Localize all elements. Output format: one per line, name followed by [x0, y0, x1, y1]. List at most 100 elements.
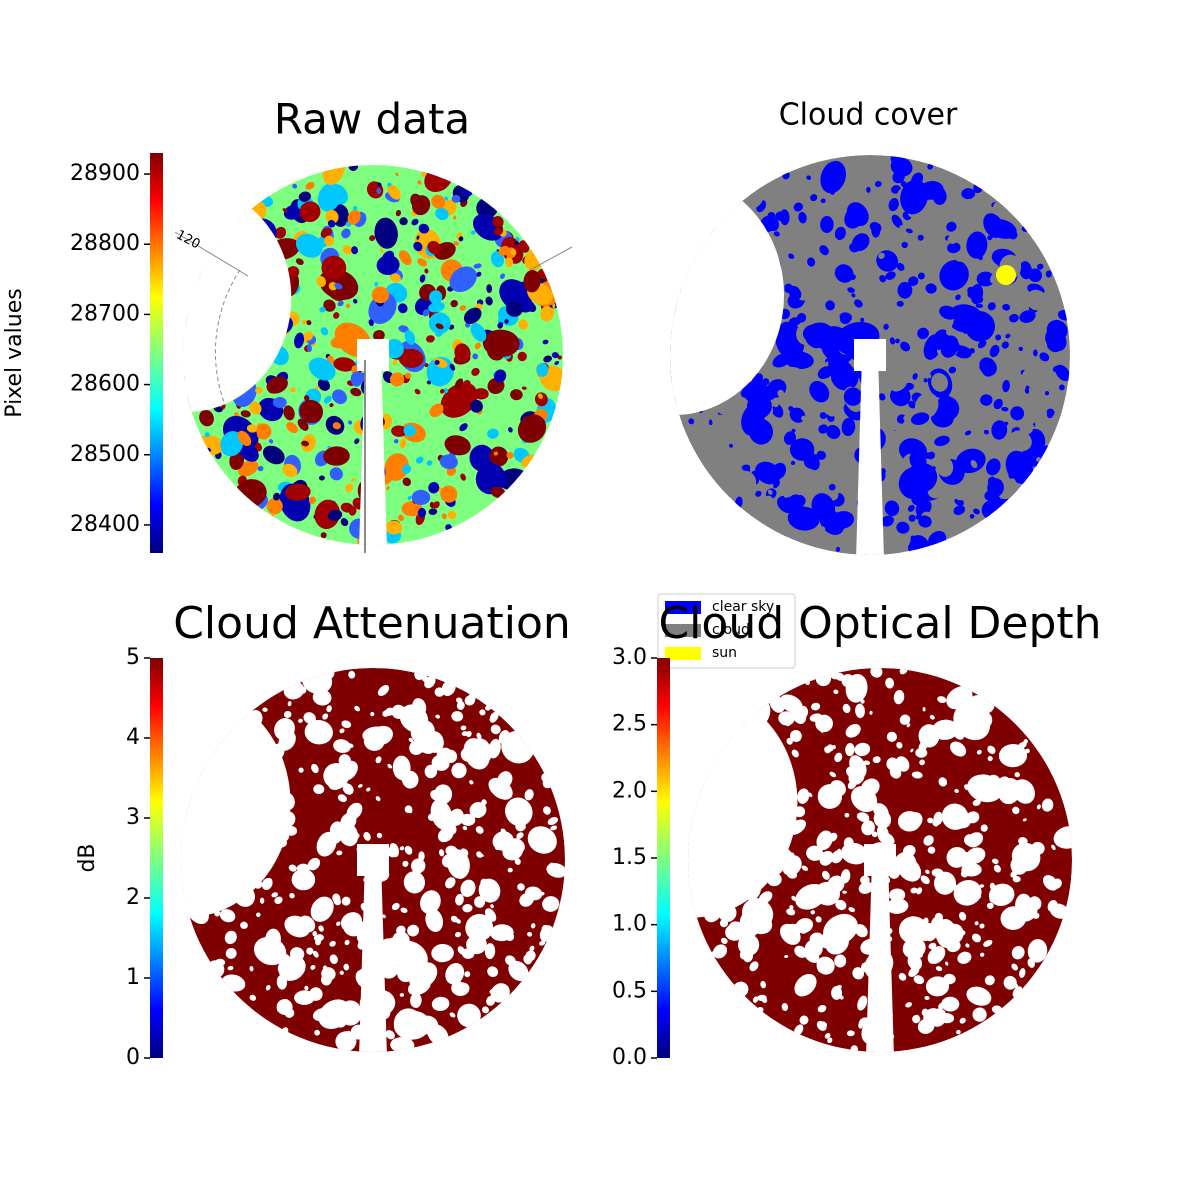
sky-blob [449, 1012, 456, 1018]
sky-blob [858, 881, 874, 894]
sky-blob [878, 393, 886, 401]
sky-blob [451, 963, 458, 971]
sky-blob [835, 899, 847, 911]
sky-blob [363, 831, 371, 841]
sky-blob [955, 448, 986, 474]
sky-blob [398, 250, 412, 266]
sky-blob [339, 970, 344, 975]
sky-blob [989, 895, 997, 903]
sky-blob [431, 996, 450, 1012]
sky-blob [954, 788, 959, 794]
sky-blob [399, 217, 408, 226]
sky-blob [518, 800, 528, 808]
sky-blob [925, 976, 950, 997]
sky-blob [938, 777, 948, 787]
sky-blob [350, 371, 363, 387]
sky-blob [484, 943, 496, 960]
sky-blob [831, 367, 846, 382]
sky-blob [933, 871, 957, 895]
sky-blob [403, 871, 426, 894]
sky-blob [542, 896, 560, 912]
sky-blob [481, 1006, 490, 1014]
sky-blob [271, 892, 279, 898]
sky-blob [552, 303, 556, 309]
sky-blob [800, 228, 817, 241]
sky-blob [953, 483, 969, 501]
sky-blob [490, 724, 501, 735]
sky-blob [788, 285, 802, 300]
sky-blob [426, 380, 431, 385]
sky-blob [407, 805, 413, 814]
sky-blob [833, 689, 839, 695]
sky-blob [432, 501, 440, 509]
sky-blob [931, 868, 944, 878]
sky-blob [935, 966, 943, 972]
sky-blob [896, 262, 905, 271]
sky-blob [960, 869, 969, 878]
sky-blob [870, 668, 883, 678]
colorbar-tick-label: 2.5 [612, 712, 647, 737]
sky-blob [834, 264, 854, 283]
sky-blob [340, 518, 349, 527]
sky-blob [439, 388, 445, 394]
sky-blob [274, 226, 287, 239]
sky-blob [743, 950, 754, 963]
sky-blob [950, 741, 967, 757]
sky-blob [948, 292, 954, 298]
sky-blob [433, 923, 439, 929]
sky-blob [316, 276, 326, 287]
sky-blob [465, 913, 494, 942]
sky-blob [872, 756, 881, 764]
sky-blob [841, 842, 868, 865]
sky-blob [918, 515, 932, 528]
sky-blob [761, 997, 768, 1003]
sky-blob [399, 993, 405, 997]
sky-blob [297, 418, 309, 431]
sky-blob [979, 884, 985, 888]
sky-blob [892, 170, 905, 184]
sky-blob [389, 372, 405, 387]
sky-blob [266, 498, 283, 515]
obstruction [856, 355, 884, 555]
sky-blob [1036, 457, 1041, 462]
sky-blob [328, 834, 334, 840]
sky-blob [460, 747, 474, 762]
sky-blob [797, 788, 810, 804]
sky-blob [541, 924, 551, 938]
sky-blob [224, 930, 237, 945]
sky-blob [989, 882, 996, 891]
sky-blob [972, 294, 984, 304]
sky-blob [972, 1007, 987, 1022]
sky-blob [523, 954, 533, 965]
sky-blob [298, 191, 311, 202]
sky-blob [476, 732, 482, 740]
sky-blob [204, 432, 210, 438]
sky-blob [422, 309, 430, 317]
sky-blob [843, 387, 863, 406]
sky-blob [444, 196, 449, 201]
sky-blob [987, 745, 996, 754]
sky-blob [401, 501, 423, 517]
sky-blob [519, 892, 534, 907]
sky-blob [322, 713, 329, 720]
sky-blob [385, 520, 403, 535]
sky-image [688, 668, 1072, 1052]
sky-blob [1002, 327, 1009, 334]
sky-blob [834, 226, 846, 240]
sky-blob [515, 236, 520, 242]
sky-blob [885, 677, 895, 689]
sky-blob [238, 460, 259, 477]
sky-blob [979, 923, 985, 929]
sky-blob [788, 852, 795, 859]
sky-blob [821, 870, 830, 880]
sky-blob [457, 1003, 481, 1028]
sky-blob [915, 747, 928, 758]
sky-blob [767, 489, 773, 495]
obstruction [359, 860, 387, 1052]
sky-blob [896, 741, 903, 749]
sky-blob [508, 960, 529, 982]
sky-blob [387, 182, 392, 187]
sky-blob [301, 440, 310, 447]
sky-blob [908, 276, 919, 287]
sky-blob [320, 532, 327, 539]
